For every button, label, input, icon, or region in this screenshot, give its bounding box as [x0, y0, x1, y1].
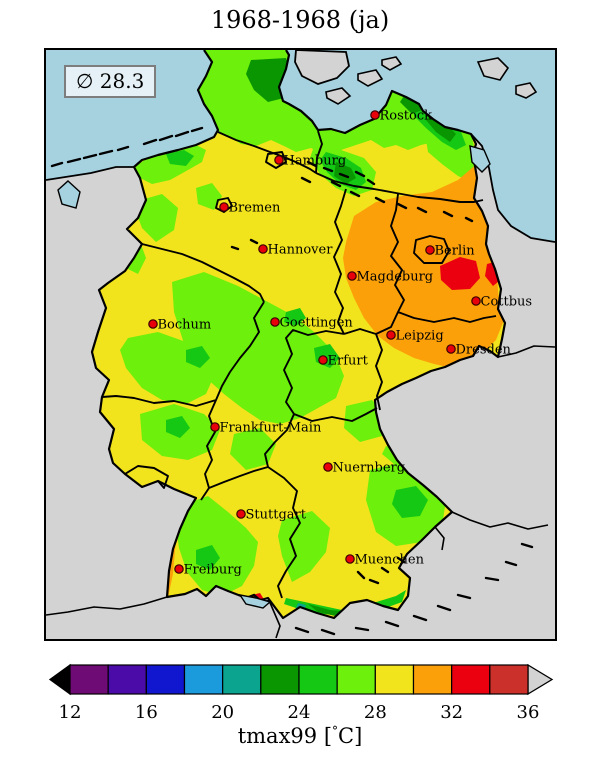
city-label: Hamburg: [284, 154, 347, 169]
colorbar-tick-label: 36: [517, 702, 540, 723]
germany-border: [90, 50, 507, 620]
foreign-borders: [46, 345, 555, 639]
colorbar-label: tmax99 [°C]: [0, 724, 600, 748]
city-label: Freiburg: [184, 563, 242, 578]
city-marker: [318, 355, 328, 365]
cities-layer: Rostock Hamburg Bremen Hannover BerlinMagdeb…: [148, 109, 533, 578]
city-marker: [425, 245, 435, 255]
degree-symbol: °: [332, 724, 339, 738]
state-borders: [101, 130, 497, 599]
city-marker: [370, 110, 380, 120]
city-label: Bremen: [229, 201, 281, 216]
colorbar-tick-label: 24: [288, 702, 311, 723]
city-marker: [148, 319, 158, 329]
city-marker: [386, 330, 396, 340]
colorbar: 12 16 20 24 28 32 36: [48, 663, 554, 723]
city-marker: [323, 462, 333, 472]
city-marker: [210, 422, 220, 432]
city-marker: [219, 202, 229, 212]
figure-title: 1968-1968 (ja): [210, 6, 390, 34]
city-marker: [258, 244, 268, 254]
colorbar-segment: [107, 664, 147, 695]
city-label: Rostock: [380, 109, 433, 124]
city-marker: [345, 554, 355, 564]
germany-temperature-map: Rostock Hamburg Bremen Hannover Berlin Magdeb…: [44, 48, 557, 641]
colorbar-segment: [69, 664, 109, 695]
colorbar-segment: [222, 664, 262, 695]
map-canvas: Rostock Hamburg Bremen Hannover BerlinMagdeb…: [46, 50, 555, 639]
colorbar-tick-label: 28: [364, 702, 387, 723]
colorbar-segment: [374, 664, 415, 695]
mean-annotation: ∅ 28.3: [64, 65, 157, 98]
island-lake-marks: [50, 126, 534, 636]
colorbar-tick-label: 32: [440, 702, 463, 723]
colorbar-label-prefix: tmax99 [: [237, 724, 333, 748]
colorbar-segment: [298, 664, 338, 695]
city-label: Magdeburg: [357, 270, 434, 285]
city-marker: [446, 344, 456, 354]
city-label: Leipzig: [396, 329, 444, 344]
temperature-contours: [92, 50, 505, 618]
city-label: Bochum: [158, 318, 212, 333]
city-label: Nuernberg: [333, 461, 406, 476]
colorbar-tick-label: 12: [59, 702, 82, 723]
city-label: Berlin: [435, 244, 476, 259]
colorbar-over-arrow: [527, 663, 554, 696]
colorbar-segment: [489, 664, 529, 695]
colorbar-segment: [451, 664, 491, 695]
colorbar-segment: [412, 664, 453, 695]
city-marker: [274, 155, 284, 165]
city-label: Goettingen: [280, 316, 354, 331]
city-marker: [347, 271, 357, 281]
colorbar-tick-label: 20: [211, 702, 234, 723]
city-label: Erfurt: [328, 354, 369, 369]
colorbar-segment: [260, 664, 300, 695]
city-marker: [236, 509, 246, 519]
city-label: Stuttgart: [246, 508, 307, 523]
city-label: Frankfurt-Main: [220, 421, 322, 436]
city-label: Cottbus: [481, 295, 533, 310]
colorbar-segment: [145, 664, 186, 695]
city-marker: [270, 317, 280, 327]
colorbar-segment: [183, 664, 224, 695]
colorbar-under-arrow: [48, 663, 71, 696]
city-label: Dresden: [456, 343, 512, 358]
city-marker: [471, 296, 481, 306]
lakes: [57, 145, 491, 609]
colorbar-label-suffix: C]: [338, 724, 363, 748]
city-marker: [174, 564, 184, 574]
city-label: Muenchen: [355, 553, 425, 568]
colorbar-tick-label: 16: [135, 702, 158, 723]
colorbar-segment: [336, 664, 376, 695]
city-label: Hannover: [268, 243, 334, 258]
